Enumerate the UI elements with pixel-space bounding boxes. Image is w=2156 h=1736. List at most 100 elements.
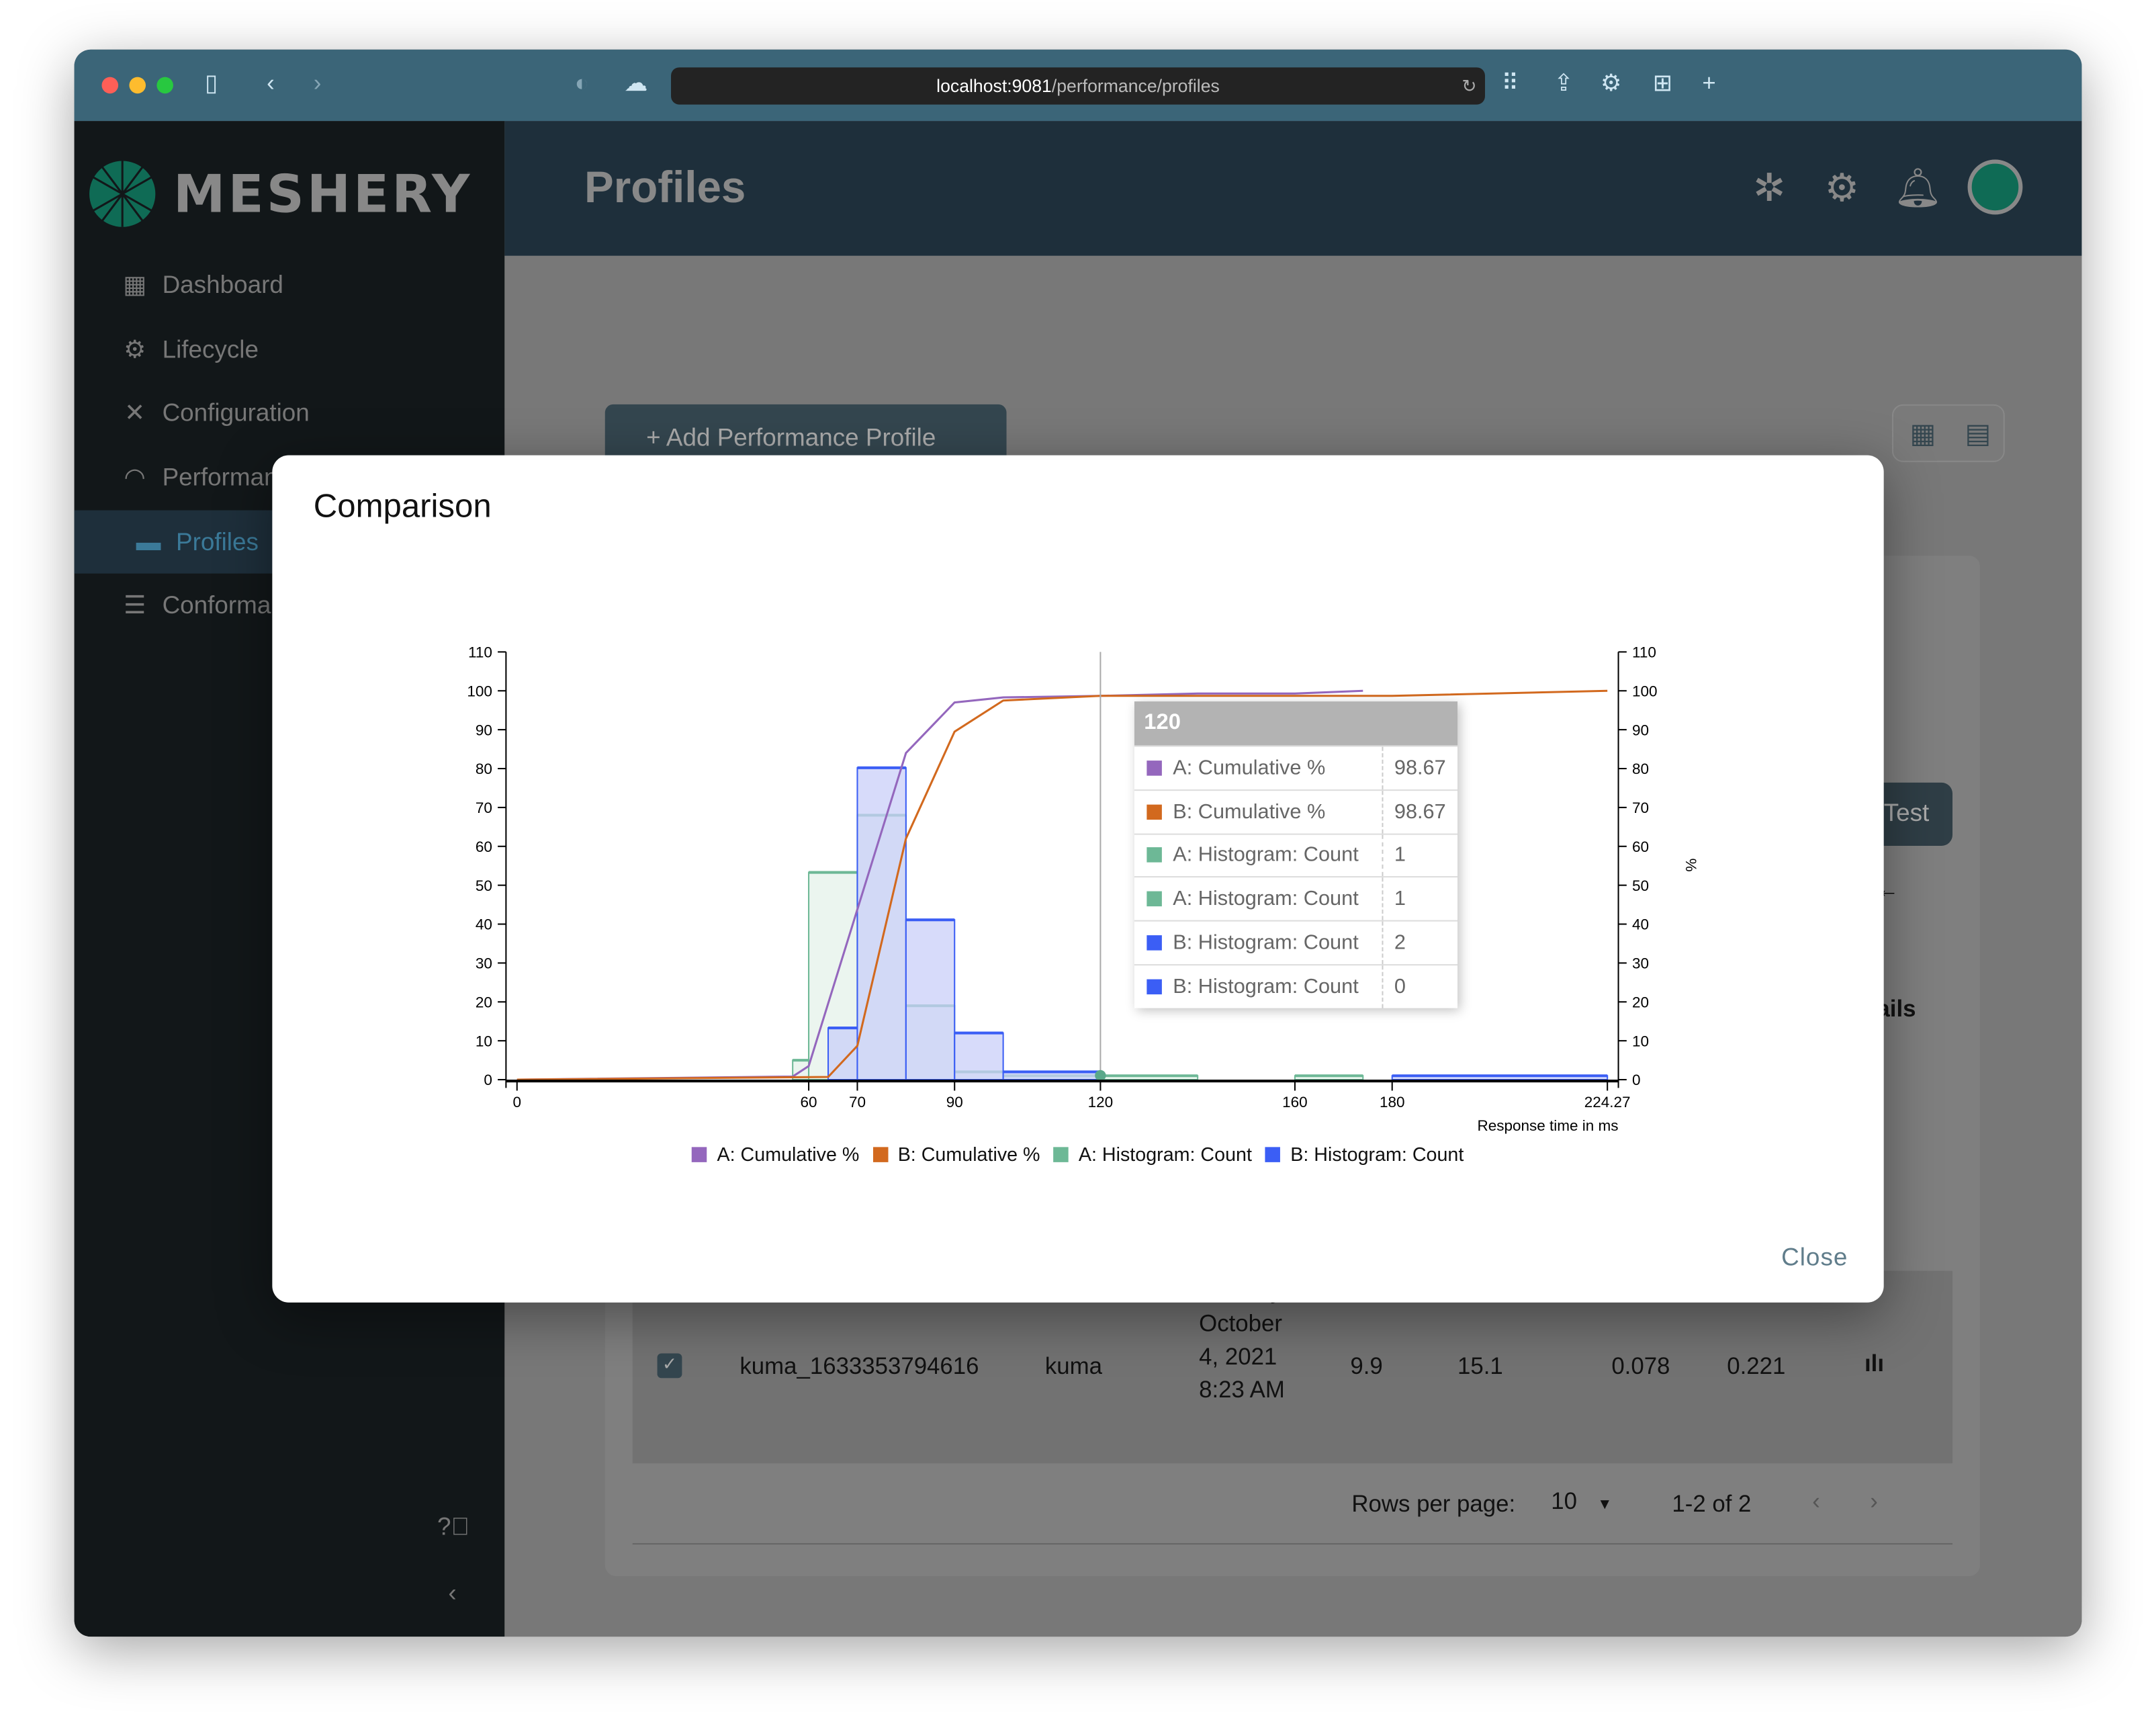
legend-swatch xyxy=(872,1146,889,1162)
checklist-icon: ☰ xyxy=(124,591,146,619)
y2-tick-label: 20 xyxy=(1632,994,1649,1010)
x-tick-label: 70 xyxy=(849,1094,866,1111)
card-icon: ▬ xyxy=(136,527,161,556)
tooltip-header: 120 xyxy=(1134,701,1458,746)
y2-tick-label: 70 xyxy=(1632,799,1649,816)
sidebar-item-dashboard[interactable]: ▦ Dashboard xyxy=(75,253,505,316)
rows-per-page-select[interactable]: 10 ▼ xyxy=(1551,1488,1612,1516)
y-tick-label: 90 xyxy=(476,722,492,738)
sidebar-item-lifecycle[interactable]: ⚙ Lifecycle xyxy=(75,318,505,381)
shield-icon[interactable]: ◐ xyxy=(574,70,589,97)
cloud-icon[interactable]: ☁ xyxy=(624,70,648,97)
date-line: 8:23 AM xyxy=(1199,1377,1285,1403)
x-tick-label: 90 xyxy=(946,1094,963,1111)
row-checkbox[interactable]: ✓ xyxy=(657,1353,682,1379)
x-tick-label: 120 xyxy=(1088,1094,1114,1111)
extensions-icon[interactable]: ⠿ xyxy=(1501,70,1519,97)
pagination-range: 1-2 of 2 xyxy=(1672,1491,1752,1518)
y2-tick-label: 60 xyxy=(1632,838,1649,855)
close-window-button[interactable] xyxy=(101,77,119,94)
settings-icon[interactable]: ⚙ xyxy=(1824,166,1860,210)
series-swatch xyxy=(1147,979,1162,994)
series-swatch xyxy=(1147,935,1162,951)
y2-tick-label: 50 xyxy=(1632,877,1649,894)
sidebar-item-configuration[interactable]: ✕ Configuration xyxy=(75,381,505,444)
settings-icon[interactable]: ⚙ xyxy=(1600,70,1622,97)
hover-point xyxy=(1095,1070,1106,1082)
tooltip-value: 98.67 xyxy=(1394,799,1446,824)
tooltip-row: A: Cumulative % 98.67 xyxy=(1134,745,1458,789)
tabs-overview-icon[interactable]: ⊞ xyxy=(1652,70,1672,97)
chart-icon[interactable]: ılı xyxy=(1865,1350,1885,1377)
tooltip-row: B: Histogram: Count 0 xyxy=(1134,964,1458,1008)
minimize-window-button[interactable] xyxy=(129,77,146,94)
reload-icon[interactable]: ↻ xyxy=(1462,75,1477,97)
tooltip-series-name: A: Histogram: Count xyxy=(1173,834,1384,877)
back-icon[interactable]: ‹ xyxy=(267,70,275,97)
divider xyxy=(632,1543,1953,1545)
profile-name: kuma_1633353794616 xyxy=(739,1353,979,1380)
y-tick-label: 110 xyxy=(468,644,492,661)
y-tick-label: 30 xyxy=(476,955,492,972)
legend-item[interactable]: A: Cumulative % xyxy=(692,1143,859,1165)
y-tick-label: 60 xyxy=(476,838,492,855)
legend-item[interactable]: B: Cumulative % xyxy=(872,1143,1040,1165)
gauge-icon: ◠ xyxy=(124,462,146,490)
notifications-bell-icon[interactable]: 🔔︎ xyxy=(1893,166,1942,210)
prev-page-icon[interactable]: ‹ xyxy=(1812,1488,1820,1514)
sidebar-item-label: Lifecycle xyxy=(162,335,259,363)
legend-item[interactable]: B: Histogram: Count xyxy=(1265,1143,1464,1165)
x-axis-label: Response time in ms xyxy=(1477,1117,1618,1134)
address-bar[interactable]: localhost:9081/performance/profiles ↻ xyxy=(671,67,1485,105)
page-title: Profiles xyxy=(584,162,746,212)
tooltip-row: B: Histogram: Count 2 xyxy=(1134,920,1458,965)
forward-icon[interactable]: › xyxy=(313,70,322,97)
legend-label: A: Histogram: Count xyxy=(1078,1143,1252,1165)
series-swatch xyxy=(1147,804,1162,820)
table-view-icon[interactable]: ▤ xyxy=(1965,419,1991,450)
x-tick-label: 180 xyxy=(1380,1094,1405,1111)
histogram-bar xyxy=(954,1032,1004,1081)
close-button[interactable]: Close xyxy=(1781,1243,1848,1271)
metric-value: 9.9 xyxy=(1350,1353,1383,1380)
meshery-logo[interactable]: MESHERY xyxy=(88,159,472,228)
y2-tick-label: 40 xyxy=(1632,916,1649,933)
collapse-sidebar-icon[interactable]: ‹ xyxy=(448,1579,457,1607)
help-icon[interactable]: ?⃝ xyxy=(437,1512,470,1540)
sidebar-item-label: Configuration xyxy=(162,398,310,426)
tooltip-series-name: B: Histogram: Count xyxy=(1173,922,1384,965)
legend-item[interactable]: A: Histogram: Count xyxy=(1054,1143,1252,1165)
maximize-window-button[interactable] xyxy=(156,77,173,94)
tooltip-series-name: B: Histogram: Count xyxy=(1173,965,1384,1008)
cumulative-line xyxy=(516,689,1363,1081)
series-swatch xyxy=(1147,848,1162,863)
tooltip-row: B: Cumulative % 98.67 xyxy=(1134,789,1458,833)
legend-label: B: Cumulative % xyxy=(897,1143,1040,1165)
avatar[interactable] xyxy=(1967,159,2023,215)
service-mesh-icon[interactable]: ✲ xyxy=(1753,166,1786,210)
y-tick-label: 20 xyxy=(476,994,492,1010)
new-tab-icon[interactable]: + xyxy=(1702,70,1716,97)
sidebar-toggle-icon[interactable]: ▯ xyxy=(205,70,218,97)
metric-value: 0.078 xyxy=(1611,1353,1670,1380)
series-swatch xyxy=(1147,892,1162,907)
legend-swatch xyxy=(692,1146,708,1162)
metric-value: 15.1 xyxy=(1457,1353,1503,1380)
table-row[interactable]: ✓ kuma_1633353794616 kuma Monday,October… xyxy=(632,1270,1953,1464)
sidebar-item-label: Profiles xyxy=(176,527,259,556)
y2-tick-label: 100 xyxy=(1632,683,1658,699)
grid-view-icon[interactable]: ▦ xyxy=(1910,419,1936,450)
y-tick-label: 70 xyxy=(476,799,492,816)
y-tick-label: 80 xyxy=(476,761,492,777)
y2-tick-label: 110 xyxy=(1632,644,1656,661)
url-host: localhost:9081 xyxy=(936,75,1052,97)
legend-swatch xyxy=(1265,1146,1281,1162)
next-page-icon[interactable]: › xyxy=(1870,1488,1878,1514)
view-toggle: ▦ ▤ xyxy=(1891,404,2005,462)
y-tick-label: 10 xyxy=(476,1033,492,1049)
y2-tick-label: 80 xyxy=(1632,761,1649,777)
y-tick-label: 40 xyxy=(476,916,492,933)
share-icon[interactable]: ⇪ xyxy=(1554,70,1574,97)
app-header: Profiles ✲ ⚙ 🔔︎ xyxy=(504,121,2082,256)
